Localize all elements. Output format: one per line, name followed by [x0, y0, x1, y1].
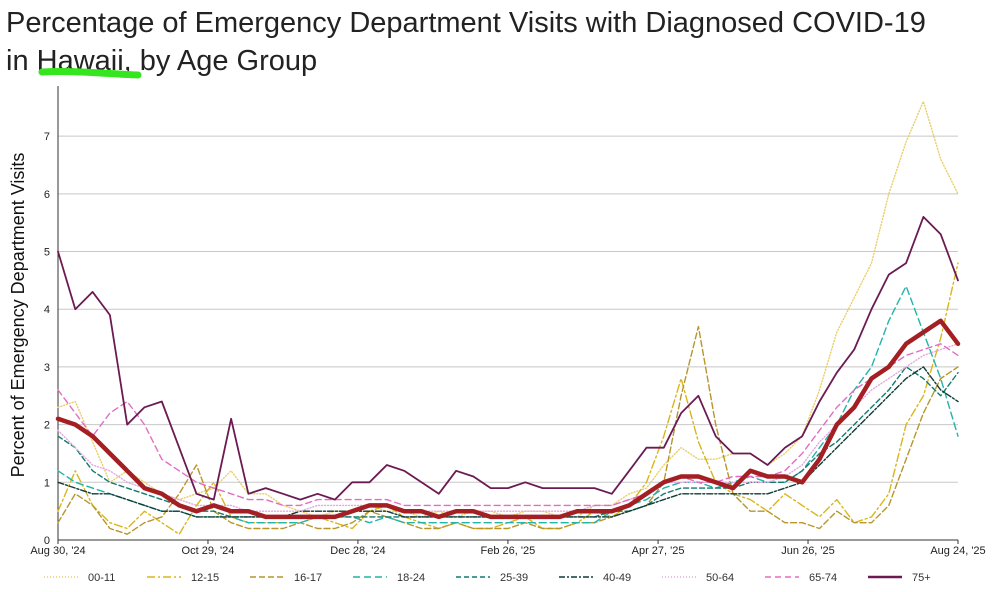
legend-label: 40-49 [603, 572, 631, 584]
x-tick-label: Aug 30, '24 [30, 545, 85, 557]
y-tick-label: 4 [44, 304, 50, 316]
legend-label: 65-74 [809, 572, 837, 584]
series-line-75- [57, 216, 959, 501]
x-tick-label: Oct 29, '24 [182, 545, 235, 557]
series-lines [55, 100, 961, 535]
gridlines [58, 135, 958, 483]
y-tick-label: 5 [44, 247, 50, 259]
chart-title-line1: Percentage of Emergency Department Visit… [6, 7, 926, 39]
series-line-65-74 [57, 343, 959, 507]
x-tick-label: Feb 26, '25 [481, 545, 536, 557]
y-tick-label: 0 [44, 535, 50, 547]
x-tick-label: Dec 28, '24 [330, 545, 385, 557]
highlight-underline [38, 67, 142, 79]
axes: 0 1 2 3 4 5 6 7 Aug 30, '24 Oct 29, '24 Dec 28, '2… [30, 86, 986, 557]
legend-label: 00-11 [88, 572, 115, 584]
y-axis-label: Percent of Emergency Department Visits [8, 153, 28, 478]
legend-label: 18-24 [397, 572, 425, 584]
y-tick-label: 7 [44, 131, 50, 143]
y-tick-label: 1 [44, 477, 50, 489]
y-tick-label: 6 [44, 189, 50, 201]
legend-label: 50-64 [706, 572, 734, 584]
chart-title: Percentage of Emergency Department Visit… [6, 4, 926, 80]
legend-label: 25-39 [500, 572, 528, 584]
series-line-12-15 [57, 262, 959, 535]
series-line-16-17 [57, 325, 959, 535]
y-tick-label: 3 [44, 362, 50, 374]
legend-label: 16-17 [294, 572, 322, 584]
series-line-all-ages [55, 318, 961, 520]
highlight-mark [38, 67, 142, 79]
x-tick-label: Apr 27, '25 [632, 545, 685, 557]
x-tick-label: Aug 24, '25 [930, 545, 985, 557]
legend-label: 75+ [912, 572, 931, 584]
y-tick-label: 2 [44, 420, 50, 432]
legend-label: 12-15 [191, 572, 219, 584]
legend: 00-11 12-15 16-17 18-24 25-39 40-49 50-64 65-74… [44, 572, 931, 584]
x-tick-label: Jun 26, '25 [781, 545, 834, 557]
